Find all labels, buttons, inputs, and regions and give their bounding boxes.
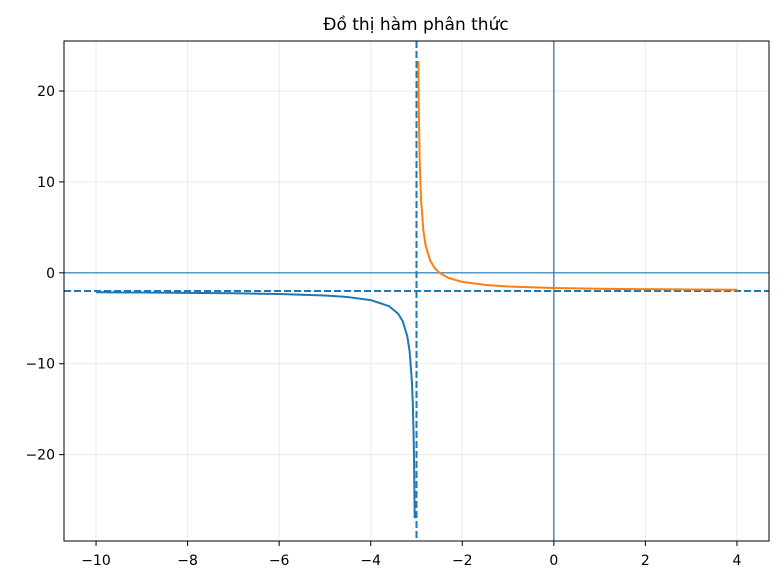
- x-tick-label: 4: [732, 553, 741, 569]
- y-tick-label: 10: [37, 175, 55, 191]
- y-axis-ticks: −20 −10 0 10 20: [25, 84, 64, 464]
- chart-title: Đồ thị hàm phân thức: [323, 14, 508, 35]
- plot-frame: [63, 40, 770, 542]
- x-tick-label: −6: [269, 553, 290, 569]
- y-tick-label: 20: [37, 84, 55, 100]
- series-line-1: [96, 291, 416, 519]
- x-tick-label: −2: [452, 553, 473, 569]
- x-tick-label: 0: [549, 553, 558, 569]
- y-tick-label: 0: [46, 266, 55, 282]
- x-tick-label: −10: [81, 553, 111, 569]
- x-tick-label: 2: [641, 553, 650, 569]
- y-tick-label: −20: [25, 448, 55, 464]
- x-axis-ticks: −10 −8 −6 −4 −2 0 2 4: [81, 541, 741, 569]
- series-layer: [96, 60, 737, 519]
- x-tick-label: −4: [360, 553, 381, 569]
- reference-lines: [64, 41, 769, 541]
- x-tick-label: −8: [177, 553, 198, 569]
- y-tick-label: −10: [25, 357, 55, 373]
- series-line-2: [417, 60, 737, 291]
